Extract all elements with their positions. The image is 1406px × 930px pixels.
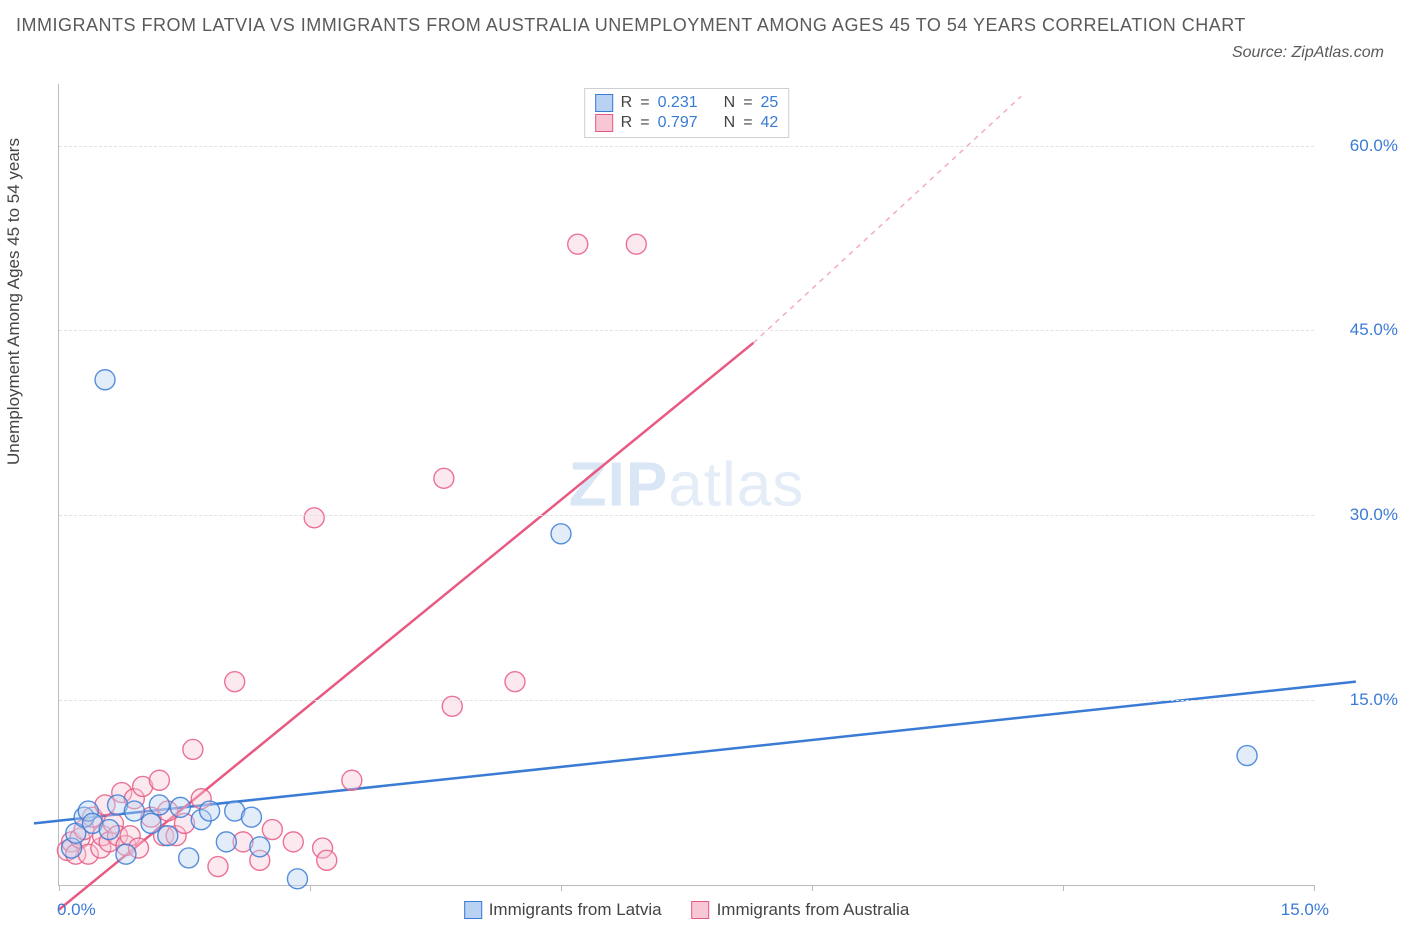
data-point-australia <box>434 468 454 488</box>
gridline <box>59 146 1314 147</box>
legend-label: Immigrants from Latvia <box>489 900 662 920</box>
y-tick-label: 30.0% <box>1324 505 1398 525</box>
legend-series: Immigrants from Latvia Immigrants from A… <box>464 900 910 920</box>
equals: = <box>743 114 752 132</box>
x-tick-mark <box>812 885 813 891</box>
data-point-latvia <box>1237 746 1257 766</box>
data-point-australia <box>317 850 337 870</box>
x-tick-mark <box>310 885 311 891</box>
x-tick-mark <box>1314 885 1315 891</box>
data-point-latvia <box>216 832 236 852</box>
legend-stats-row: R = 0.797 N = 42 <box>595 113 779 133</box>
chart-svg <box>59 84 1314 885</box>
source-attribution: Source: ZipAtlas.com <box>1232 44 1384 62</box>
x-tick-mark <box>59 885 60 891</box>
data-point-australia <box>262 820 282 840</box>
data-point-latvia <box>241 807 261 827</box>
equals: = <box>743 94 752 112</box>
data-point-australia <box>149 770 169 790</box>
data-point-latvia <box>158 826 178 846</box>
swatch-australia <box>595 114 613 132</box>
gridline <box>59 515 1314 516</box>
r-prefix: R <box>621 114 633 132</box>
equals: = <box>640 94 649 112</box>
equals: = <box>640 114 649 132</box>
gridline <box>59 330 1314 331</box>
data-point-latvia <box>200 801 220 821</box>
data-point-australia <box>208 857 228 877</box>
data-point-latvia <box>287 869 307 889</box>
y-tick-label: 45.0% <box>1324 320 1398 340</box>
legend-stats-row: R = 0.231 N = 25 <box>595 93 779 113</box>
data-point-latvia <box>95 370 115 390</box>
x-tick-label-first: 0.0% <box>57 900 96 920</box>
gridline <box>59 700 1314 701</box>
x-tick-mark <box>1063 885 1064 891</box>
n-prefix: N <box>724 94 736 112</box>
data-point-latvia <box>170 797 190 817</box>
data-point-australia <box>342 770 362 790</box>
y-axis-label: Unemployment Among Ages 45 to 54 years <box>4 138 24 465</box>
chart-title: IMMIGRANTS FROM LATVIA VS IMMIGRANTS FRO… <box>16 12 1266 39</box>
data-point-australia <box>304 508 324 528</box>
x-tick-mark <box>561 885 562 891</box>
n-value-latvia: 25 <box>761 94 779 112</box>
n-value-australia: 42 <box>761 114 779 132</box>
r-value-latvia: 0.231 <box>658 94 698 112</box>
data-point-latvia <box>179 848 199 868</box>
data-point-latvia <box>124 801 144 821</box>
r-value-australia: 0.797 <box>658 114 698 132</box>
legend-stats: R = 0.231 N = 25 R = 0.797 N = 42 <box>584 88 790 138</box>
data-point-australia <box>183 739 203 759</box>
n-prefix: N <box>724 114 736 132</box>
data-point-australia <box>505 672 525 692</box>
x-tick-label-last: 15.0% <box>1281 900 1329 920</box>
y-tick-label: 15.0% <box>1324 690 1398 710</box>
swatch-australia <box>692 901 710 919</box>
legend-item-latvia: Immigrants from Latvia <box>464 900 662 920</box>
data-point-latvia <box>116 844 136 864</box>
r-prefix: R <box>621 94 633 112</box>
y-tick-label: 60.0% <box>1324 136 1398 156</box>
swatch-latvia <box>595 94 613 112</box>
legend-item-australia: Immigrants from Australia <box>692 900 910 920</box>
legend-label: Immigrants from Australia <box>717 900 910 920</box>
trend-line-dashed-australia <box>753 96 1021 342</box>
data-point-australia <box>283 832 303 852</box>
data-point-latvia <box>141 813 161 833</box>
data-point-latvia <box>551 524 571 544</box>
data-point-latvia <box>250 837 270 857</box>
trend-line-australia <box>59 343 753 910</box>
data-point-australia <box>568 234 588 254</box>
data-point-latvia <box>99 820 119 840</box>
data-point-latvia <box>149 795 169 815</box>
data-point-australia <box>626 234 646 254</box>
data-point-australia <box>225 672 245 692</box>
swatch-latvia <box>464 901 482 919</box>
plot-area: ZIPatlas R = 0.231 N = 25 R = 0.797 N = … <box>58 84 1314 886</box>
